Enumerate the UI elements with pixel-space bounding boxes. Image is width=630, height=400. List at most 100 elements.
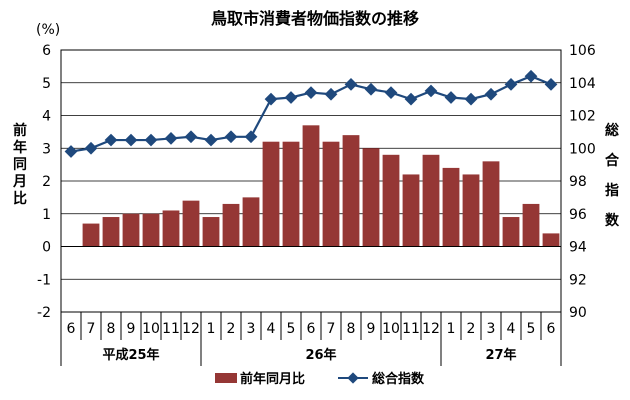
line-point	[444, 91, 458, 104]
bar	[122, 213, 140, 247]
x-tick-label: 7	[87, 321, 96, 337]
bar	[102, 217, 120, 247]
x-tick-label: 11	[162, 321, 180, 337]
right-tick-label: 102	[569, 109, 596, 125]
bar	[202, 217, 220, 247]
left-tick-label: 3	[42, 141, 51, 157]
line-point	[244, 130, 258, 144]
line-point	[264, 92, 278, 106]
x-tick-label: 1	[207, 321, 216, 337]
left-axis-label-char: 前	[13, 122, 27, 139]
x-tick-label: 3	[487, 321, 496, 337]
left-axis-label-char: 月	[12, 174, 27, 190]
line-point	[324, 87, 338, 101]
x-tick-label: 3	[247, 321, 256, 337]
line-point	[124, 133, 138, 147]
left-axis-label-char: 同	[13, 157, 27, 173]
left-axis-ticks: -2 -1 0 1 2 3 4 5 6	[37, 43, 51, 321]
legend-bar-swatch	[215, 373, 237, 383]
x-tick-label: 6	[547, 321, 556, 337]
bar	[302, 125, 320, 247]
left-axis-label: 前年同月比	[12, 122, 27, 207]
left-tick-label: -2	[37, 305, 51, 321]
line-series	[64, 69, 558, 158]
chart-title: 鳥取市消費者物価指数の推移	[211, 9, 419, 28]
left-tick-label: 5	[42, 76, 51, 92]
right-tick-label: 104	[569, 76, 596, 92]
x-tick-label: 4	[267, 321, 276, 337]
right-axis-ticks: 90 92 94 96 98 100 102 104 106	[569, 43, 596, 321]
bar	[482, 161, 500, 247]
left-axis-unit: (%)	[36, 22, 60, 38]
line-point	[484, 87, 498, 101]
bar	[282, 141, 300, 247]
legend-line-label: 総合指数	[372, 371, 425, 387]
x-tick-label: 5	[287, 321, 296, 337]
bar	[422, 154, 440, 247]
bar	[82, 223, 100, 247]
line-point	[104, 133, 118, 147]
line-point	[204, 133, 218, 147]
line-point	[464, 92, 478, 106]
x-tick-label: 12	[182, 321, 200, 337]
right-tick-label: 100	[569, 141, 596, 157]
bar	[342, 135, 360, 247]
line-point	[64, 145, 78, 158]
x-group-label: 平成25年	[102, 347, 159, 363]
left-tick-label: 6	[42, 43, 51, 59]
line-point	[224, 130, 238, 144]
line-point	[284, 91, 298, 104]
line-point	[84, 141, 98, 155]
left-tick-label: -1	[37, 272, 51, 288]
x-tick-label: 6	[307, 321, 316, 337]
x-tick-label: 9	[127, 321, 136, 337]
x-group-label: 26年	[305, 347, 336, 363]
bar	[542, 233, 560, 247]
bar	[402, 174, 420, 247]
x-tick-label: 7	[327, 321, 336, 337]
bar	[502, 217, 520, 247]
x-tick-label: 10	[382, 321, 400, 337]
bar	[362, 148, 380, 247]
x-group-label: 27年	[485, 347, 516, 363]
right-axis-label-char: 合	[605, 152, 620, 169]
left-tick-label: 2	[42, 174, 51, 190]
line-point	[424, 84, 438, 98]
bar	[262, 141, 280, 247]
x-tick-label: 8	[347, 321, 356, 337]
legend: 前年同月比 総合指数	[215, 371, 425, 387]
right-axis-label: 総合指数	[605, 122, 620, 229]
x-tick-label: 6	[67, 321, 76, 337]
x-tick-label: 11	[402, 321, 420, 337]
left-tick-label: 1	[42, 207, 51, 223]
bar	[182, 200, 200, 247]
right-tick-label: 96	[569, 207, 587, 223]
bar	[162, 210, 180, 247]
bar	[142, 213, 160, 247]
right-tick-label: 106	[569, 43, 596, 59]
line-point	[184, 130, 198, 144]
x-tick-label: 8	[107, 321, 116, 337]
bar	[382, 154, 400, 247]
x-tick-label: 2	[227, 321, 236, 337]
x-tick-label: 9	[367, 321, 376, 337]
right-tick-label: 94	[569, 240, 587, 256]
bar-series	[82, 125, 560, 247]
line-point	[304, 86, 318, 99]
right-axis-label-char: 数	[605, 212, 620, 229]
line-point	[404, 92, 418, 106]
right-tick-label: 98	[569, 174, 587, 190]
x-tick-label: 5	[527, 321, 536, 337]
legend-line-marker	[347, 372, 359, 384]
line-point	[144, 133, 158, 147]
bar	[522, 203, 540, 247]
bar	[322, 141, 340, 247]
right-tick-label: 90	[569, 305, 587, 321]
left-tick-label: 0	[42, 240, 51, 256]
line-point	[344, 78, 358, 91]
x-tick-label: 4	[507, 321, 516, 337]
left-tick-label: 4	[42, 109, 51, 125]
line-point	[364, 82, 378, 96]
